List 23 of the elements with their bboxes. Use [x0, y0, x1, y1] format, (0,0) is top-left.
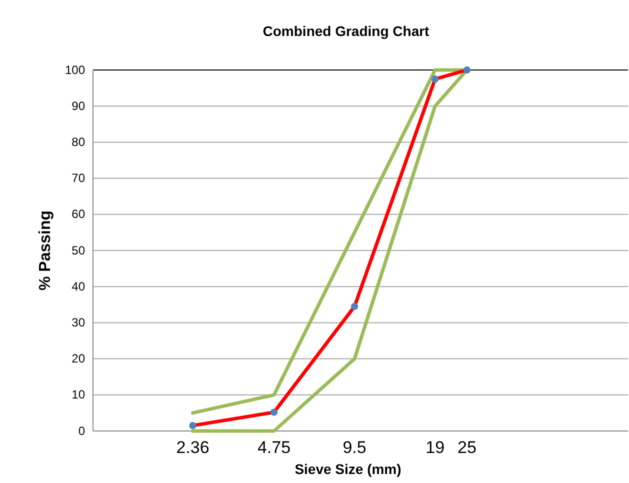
- point: [350, 302, 358, 310]
- x-axis-title: Sieve Size (mm): [294, 461, 402, 477]
- x-tick-label: 25: [457, 438, 476, 458]
- y-tick-label: 0: [78, 424, 86, 438]
- point: [431, 75, 439, 83]
- y-tick-label: 50: [72, 243, 86, 258]
- y-tick-label: 80: [72, 135, 86, 150]
- x-tick-label: 4.75: [257, 438, 291, 458]
- x-tick-label: 19: [426, 438, 445, 458]
- chart-title: Combined Grading Chart: [262, 23, 430, 39]
- point: [189, 422, 196, 430]
- point: [270, 408, 278, 416]
- y-tick-label: 40: [72, 279, 86, 294]
- y-tick-label: 70: [72, 171, 86, 186]
- y-tick-label: 20: [72, 352, 86, 366]
- y-tick-label: 90: [72, 98, 86, 113]
- y-tick-label: 30: [72, 316, 86, 330]
- y-tick-label: 60: [72, 207, 86, 222]
- x-tick-label: 2.36: [176, 438, 210, 458]
- y-tick-label: 100: [64, 62, 86, 77]
- x-tick-label: 9.5: [342, 438, 366, 458]
- y-tick-label: 10: [72, 388, 86, 402]
- y-axis-title: % Passing: [37, 210, 54, 291]
